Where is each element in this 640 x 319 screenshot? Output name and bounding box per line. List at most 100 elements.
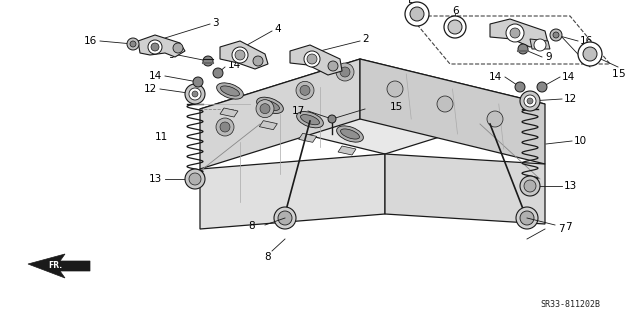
Polygon shape <box>138 35 185 57</box>
Circle shape <box>189 88 201 100</box>
Circle shape <box>328 115 336 123</box>
Circle shape <box>437 96 453 112</box>
Circle shape <box>189 173 201 185</box>
Ellipse shape <box>257 97 284 114</box>
Circle shape <box>232 47 248 63</box>
Circle shape <box>193 77 203 87</box>
Text: 4: 4 <box>274 24 280 34</box>
Polygon shape <box>530 39 550 49</box>
Text: 14: 14 <box>562 72 575 82</box>
Text: 17: 17 <box>292 106 305 116</box>
Text: 16: 16 <box>84 36 97 46</box>
Circle shape <box>520 176 540 196</box>
Circle shape <box>235 50 245 60</box>
Text: 12: 12 <box>144 84 157 94</box>
Circle shape <box>524 95 536 107</box>
Circle shape <box>274 207 296 229</box>
Circle shape <box>524 180 536 192</box>
Circle shape <box>127 38 139 50</box>
Circle shape <box>583 47 597 61</box>
Polygon shape <box>290 45 342 75</box>
Circle shape <box>220 122 230 132</box>
Polygon shape <box>490 19 548 47</box>
Circle shape <box>520 211 534 225</box>
Text: 13: 13 <box>564 181 577 191</box>
Circle shape <box>216 118 234 136</box>
Circle shape <box>151 43 159 51</box>
Circle shape <box>192 91 198 97</box>
Circle shape <box>410 7 424 21</box>
Text: 14: 14 <box>228 60 241 70</box>
Polygon shape <box>220 41 268 69</box>
Circle shape <box>130 41 136 47</box>
Polygon shape <box>360 59 545 164</box>
Circle shape <box>553 32 559 38</box>
Polygon shape <box>299 133 317 142</box>
Text: 3: 3 <box>212 18 219 28</box>
Text: 8: 8 <box>265 252 271 262</box>
Circle shape <box>444 16 466 38</box>
Circle shape <box>307 54 317 64</box>
Circle shape <box>515 82 525 92</box>
Ellipse shape <box>221 86 239 96</box>
Circle shape <box>256 100 274 118</box>
Circle shape <box>518 44 528 54</box>
Text: 11: 11 <box>155 132 168 142</box>
Polygon shape <box>200 59 545 154</box>
Polygon shape <box>220 108 238 117</box>
Text: 5: 5 <box>618 69 625 79</box>
Text: 8: 8 <box>248 221 255 231</box>
Circle shape <box>405 2 429 26</box>
Text: 7: 7 <box>565 222 572 232</box>
Ellipse shape <box>301 115 319 125</box>
Text: 9: 9 <box>545 52 552 62</box>
Text: 14: 14 <box>148 71 162 81</box>
Circle shape <box>203 56 213 66</box>
Text: 12: 12 <box>564 94 577 104</box>
Circle shape <box>296 81 314 99</box>
Circle shape <box>185 84 205 104</box>
Circle shape <box>328 61 338 71</box>
Circle shape <box>534 39 546 51</box>
Ellipse shape <box>260 100 280 110</box>
Circle shape <box>387 81 403 97</box>
Text: 1: 1 <box>611 69 618 79</box>
Circle shape <box>260 104 270 114</box>
Polygon shape <box>28 254 90 278</box>
Polygon shape <box>338 146 356 155</box>
Circle shape <box>278 211 292 225</box>
Text: 2: 2 <box>362 34 369 44</box>
Circle shape <box>340 67 350 77</box>
Circle shape <box>520 91 540 111</box>
Polygon shape <box>259 121 277 130</box>
Polygon shape <box>385 154 545 224</box>
Circle shape <box>448 20 462 34</box>
Text: FR.: FR. <box>48 262 62 271</box>
Circle shape <box>550 29 562 41</box>
Text: 5: 5 <box>406 0 413 9</box>
Circle shape <box>213 68 223 78</box>
Circle shape <box>578 42 602 66</box>
Ellipse shape <box>340 129 360 139</box>
Circle shape <box>336 63 354 81</box>
Circle shape <box>185 169 205 189</box>
Circle shape <box>304 51 320 67</box>
Circle shape <box>510 28 520 38</box>
Circle shape <box>173 43 183 53</box>
Text: 10: 10 <box>574 136 587 146</box>
Text: SR33-811202B: SR33-811202B <box>540 300 600 309</box>
Polygon shape <box>200 59 360 169</box>
Ellipse shape <box>296 112 323 128</box>
Circle shape <box>148 40 162 54</box>
Text: 16: 16 <box>580 36 593 46</box>
Text: 7: 7 <box>558 224 564 234</box>
Polygon shape <box>200 154 385 229</box>
Circle shape <box>253 56 263 66</box>
Circle shape <box>537 82 547 92</box>
Circle shape <box>506 24 524 42</box>
Circle shape <box>487 111 503 127</box>
Text: 15: 15 <box>390 102 403 112</box>
Text: 14: 14 <box>489 72 502 82</box>
Ellipse shape <box>216 83 243 99</box>
Text: 13: 13 <box>148 174 162 184</box>
